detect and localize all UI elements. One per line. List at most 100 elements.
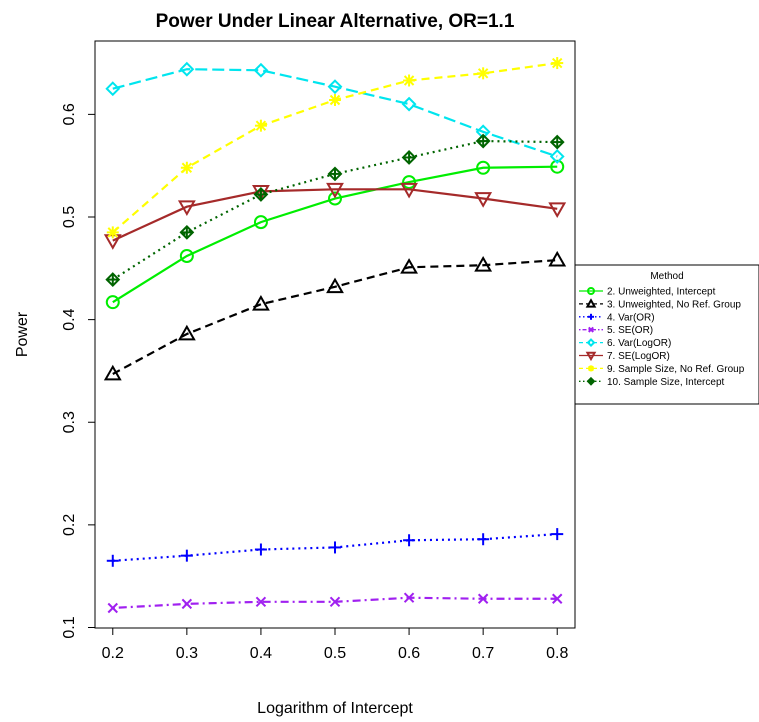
triangle-point (474, 256, 493, 272)
series-2 (103, 250, 567, 381)
circle-plus-point (327, 166, 343, 182)
triangle-down-point (585, 351, 597, 362)
series-4 (107, 592, 563, 614)
asterisk-point (180, 161, 193, 174)
circle-point (476, 160, 491, 175)
triangle-down-point (177, 200, 196, 216)
legend-title: Method (650, 271, 683, 282)
legend-label: 2. Unweighted, Intercept (607, 287, 716, 298)
asterisk-point (403, 74, 416, 87)
plus-point (588, 313, 594, 320)
y-tick-label: 0.5 (61, 206, 78, 228)
circle-plus-point (475, 133, 491, 149)
series-8 (105, 133, 565, 288)
series-line (112, 165, 558, 304)
legend-label: 10. Sample Size, Intercept (607, 377, 725, 388)
y-tick-label: 0.6 (61, 103, 78, 125)
cross-point (107, 602, 118, 614)
asterisk-point (106, 226, 119, 239)
diamond-point (327, 79, 343, 95)
triangle-down-point (326, 182, 344, 199)
legend-item: 2. Unweighted, Intercept (579, 287, 716, 298)
x-tick-label: 0.5 (324, 645, 346, 662)
triangle-point (548, 250, 567, 267)
asterisk-point (254, 119, 267, 132)
legend-item: 3. Unweighted, No Ref. Group (579, 298, 741, 310)
diamond-point (253, 62, 269, 78)
legend-item: 9. Sample Size, No Ref. Group (579, 364, 745, 375)
series-layer (103, 57, 567, 614)
legend-item: 6. Var(LogOR) (579, 338, 671, 349)
legend-item: 4. Var(OR) (579, 312, 655, 323)
asterisk-point (477, 67, 490, 80)
chart-title: Power Under Linear Alternative, OR=1.1 (156, 11, 515, 32)
circle-point (328, 191, 342, 206)
series-line (112, 188, 558, 242)
diamond-point (401, 96, 417, 112)
cross-point (181, 598, 193, 610)
legend-label: 9. Sample Size, No Ref. Group (607, 364, 745, 375)
triangle-point (400, 258, 418, 274)
circle-plus-point (549, 134, 565, 150)
y-axis-label: Power (14, 311, 31, 357)
asterisk-point (551, 57, 564, 70)
triangle-down-point (474, 192, 493, 208)
plot-frame (94, 40, 576, 629)
cross-point (552, 593, 563, 604)
circle-plus-point (253, 187, 269, 202)
circle-point (105, 295, 120, 310)
y-tick-label: 0.2 (61, 514, 78, 536)
asterisk-point (588, 365, 594, 372)
triangle-point (252, 295, 270, 311)
y-axis: 0.1 0.2 0.3 0.4 0.5 0.6 (61, 103, 95, 639)
legend-label: 4. Var(OR) (607, 312, 655, 323)
cross-point (403, 592, 415, 603)
series-3 (106, 528, 564, 567)
series-6 (103, 182, 567, 250)
circle-point (550, 159, 565, 174)
x-tick-label: 0.2 (102, 645, 124, 662)
legend-item: 10. Sample Size, Intercept (579, 377, 725, 388)
y-tick-label: 0.4 (61, 308, 78, 330)
y-tick-label: 0.3 (61, 411, 78, 433)
legend-label: 7. SE(LogOR) (607, 351, 670, 362)
circle-plus-point (586, 376, 596, 386)
triangle-point (585, 298, 597, 308)
series-7 (106, 57, 564, 239)
cross-point (329, 596, 341, 608)
triangle-point (177, 324, 196, 341)
circle-point (253, 215, 268, 230)
triangle-down-point (548, 202, 567, 219)
plus-point (329, 541, 341, 554)
series-1 (105, 159, 565, 310)
diamond-point (586, 338, 596, 348)
plus-point (477, 533, 490, 546)
legend-item: 7. SE(LogOR) (579, 351, 670, 362)
diamond-point (549, 149, 565, 164)
circle-plus-point (401, 150, 417, 165)
cross-point (477, 593, 489, 604)
x-tick-label: 0.3 (176, 645, 198, 662)
series-5 (105, 61, 565, 164)
cross-point (588, 326, 594, 333)
x-tick-label: 0.7 (472, 645, 494, 662)
cross-point (255, 596, 267, 608)
series-line (112, 68, 558, 158)
diamond-point (179, 61, 195, 77)
circle-point (179, 248, 194, 263)
asterisk-point (329, 94, 341, 107)
diamond-point (105, 81, 121, 97)
legend-item: 5. SE(OR) (579, 325, 653, 336)
legend-label: 6. Var(LogOR) (607, 338, 671, 349)
x-tick-label: 0.6 (398, 645, 420, 662)
x-axis-label: Logarithm of Intercept (257, 700, 413, 717)
circle-plus-point (105, 272, 121, 288)
legend-box (574, 264, 759, 405)
x-tick-label: 0.4 (250, 645, 272, 662)
plus-point (254, 543, 267, 556)
circle-point (402, 175, 417, 190)
x-axis: 0.2 0.3 0.4 0.5 0.6 0.7 0.8 (102, 628, 568, 662)
